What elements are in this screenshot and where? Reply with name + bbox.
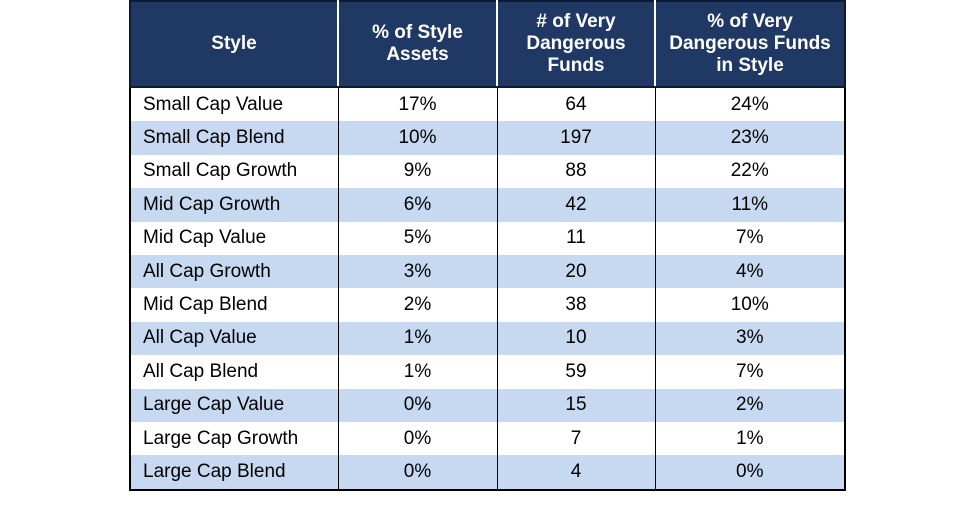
row-num-very-dangerous-funds: 11 bbox=[496, 221, 656, 255]
row-num-very-dangerous-funds: 197 bbox=[496, 121, 656, 155]
table-row: All Cap Value 1% 10 3% bbox=[129, 321, 846, 356]
row-style: Mid Cap Value bbox=[129, 221, 339, 255]
row-pct-very-dangerous-funds-in-style: 23% bbox=[654, 121, 846, 155]
row-pct-very-dangerous-funds-in-style: 4% bbox=[654, 254, 846, 289]
row-style: All Cap Blend bbox=[129, 355, 339, 389]
row-pct-style-assets: 10% bbox=[337, 121, 498, 155]
row-pct-style-assets: 6% bbox=[337, 188, 498, 222]
row-pct-very-dangerous-funds-in-style: 1% bbox=[654, 421, 846, 456]
row-pct-very-dangerous-funds-in-style: 24% bbox=[654, 87, 846, 122]
row-pct-very-dangerous-funds-in-style: 11% bbox=[654, 188, 846, 222]
header-pct-style-assets: % of Style Assets bbox=[337, 0, 498, 88]
row-pct-very-dangerous-funds-in-style: 2% bbox=[654, 388, 846, 422]
row-pct-style-assets: 3% bbox=[337, 254, 498, 289]
row-pct-style-assets: 0% bbox=[337, 455, 498, 491]
row-num-very-dangerous-funds: 20 bbox=[496, 254, 656, 289]
table-header-row: Style % of Style Assets # of Very Danger… bbox=[129, 0, 846, 88]
row-pct-very-dangerous-funds-in-style: 22% bbox=[654, 154, 846, 189]
row-style: Large Cap Growth bbox=[129, 421, 339, 456]
table-row: Mid Cap Blend 2% 38 10% bbox=[129, 288, 846, 322]
header-style: Style bbox=[129, 0, 339, 88]
row-pct-very-dangerous-funds-in-style: 7% bbox=[654, 221, 846, 255]
row-pct-very-dangerous-funds-in-style: 3% bbox=[654, 321, 846, 356]
row-num-very-dangerous-funds: 42 bbox=[496, 188, 656, 222]
row-style: Small Cap Growth bbox=[129, 154, 339, 189]
header-pct-very-dangerous-funds-in-style: % of Very Dangerous Funds in Style bbox=[654, 0, 846, 88]
row-style: Small Cap Blend bbox=[129, 121, 339, 155]
row-pct-very-dangerous-funds-in-style: 10% bbox=[654, 288, 846, 322]
row-style: All Cap Growth bbox=[129, 254, 339, 289]
row-pct-very-dangerous-funds-in-style: 7% bbox=[654, 355, 846, 389]
row-pct-style-assets: 17% bbox=[337, 87, 498, 122]
table-row: Small Cap Growth 9% 88 22% bbox=[129, 154, 846, 189]
header-num-very-dangerous-funds: # of Very Dangerous Funds bbox=[496, 0, 656, 88]
table-row: Large Cap Blend 0% 4 0% bbox=[129, 455, 846, 491]
table-row: All Cap Growth 3% 20 4% bbox=[129, 254, 846, 289]
row-style: Mid Cap Growth bbox=[129, 188, 339, 222]
row-style: Large Cap Blend bbox=[129, 455, 339, 491]
row-num-very-dangerous-funds: 7 bbox=[496, 421, 656, 456]
table-row: Small Cap Blend 10% 197 23% bbox=[129, 121, 846, 155]
row-pct-very-dangerous-funds-in-style: 0% bbox=[654, 455, 846, 491]
row-pct-style-assets: 5% bbox=[337, 221, 498, 255]
row-num-very-dangerous-funds: 88 bbox=[496, 154, 656, 189]
funds-style-table-container: Style % of Style Assets # of Very Danger… bbox=[129, 0, 846, 491]
table-body: Small Cap Value 17% 64 24% Small Cap Blend 10… bbox=[129, 87, 846, 491]
table-row: All Cap Blend 1% 59 7% bbox=[129, 355, 846, 389]
row-pct-style-assets: 0% bbox=[337, 388, 498, 422]
row-style: All Cap Value bbox=[129, 321, 339, 356]
row-style: Mid Cap Blend bbox=[129, 288, 339, 322]
table-row: Mid Cap Growth 6% 42 11% bbox=[129, 188, 846, 222]
row-style: Small Cap Value bbox=[129, 87, 339, 122]
row-num-very-dangerous-funds: 59 bbox=[496, 355, 656, 389]
row-num-very-dangerous-funds: 64 bbox=[496, 87, 656, 122]
row-num-very-dangerous-funds: 15 bbox=[496, 388, 656, 422]
row-pct-style-assets: 2% bbox=[337, 288, 498, 322]
row-pct-style-assets: 1% bbox=[337, 321, 498, 356]
row-pct-style-assets: 0% bbox=[337, 421, 498, 456]
row-num-very-dangerous-funds: 38 bbox=[496, 288, 656, 322]
table-row: Small Cap Value 17% 64 24% bbox=[129, 87, 846, 122]
row-num-very-dangerous-funds: 4 bbox=[496, 455, 656, 491]
row-pct-style-assets: 9% bbox=[337, 154, 498, 189]
table-row: Large Cap Value 0% 15 2% bbox=[129, 388, 846, 422]
table-row: Large Cap Growth 0% 7 1% bbox=[129, 421, 846, 456]
funds-style-table: Style % of Style Assets # of Very Danger… bbox=[129, 0, 846, 491]
row-pct-style-assets: 1% bbox=[337, 355, 498, 389]
row-num-very-dangerous-funds: 10 bbox=[496, 321, 656, 356]
table-row: Mid Cap Value 5% 11 7% bbox=[129, 221, 846, 255]
row-style: Large Cap Value bbox=[129, 388, 339, 422]
